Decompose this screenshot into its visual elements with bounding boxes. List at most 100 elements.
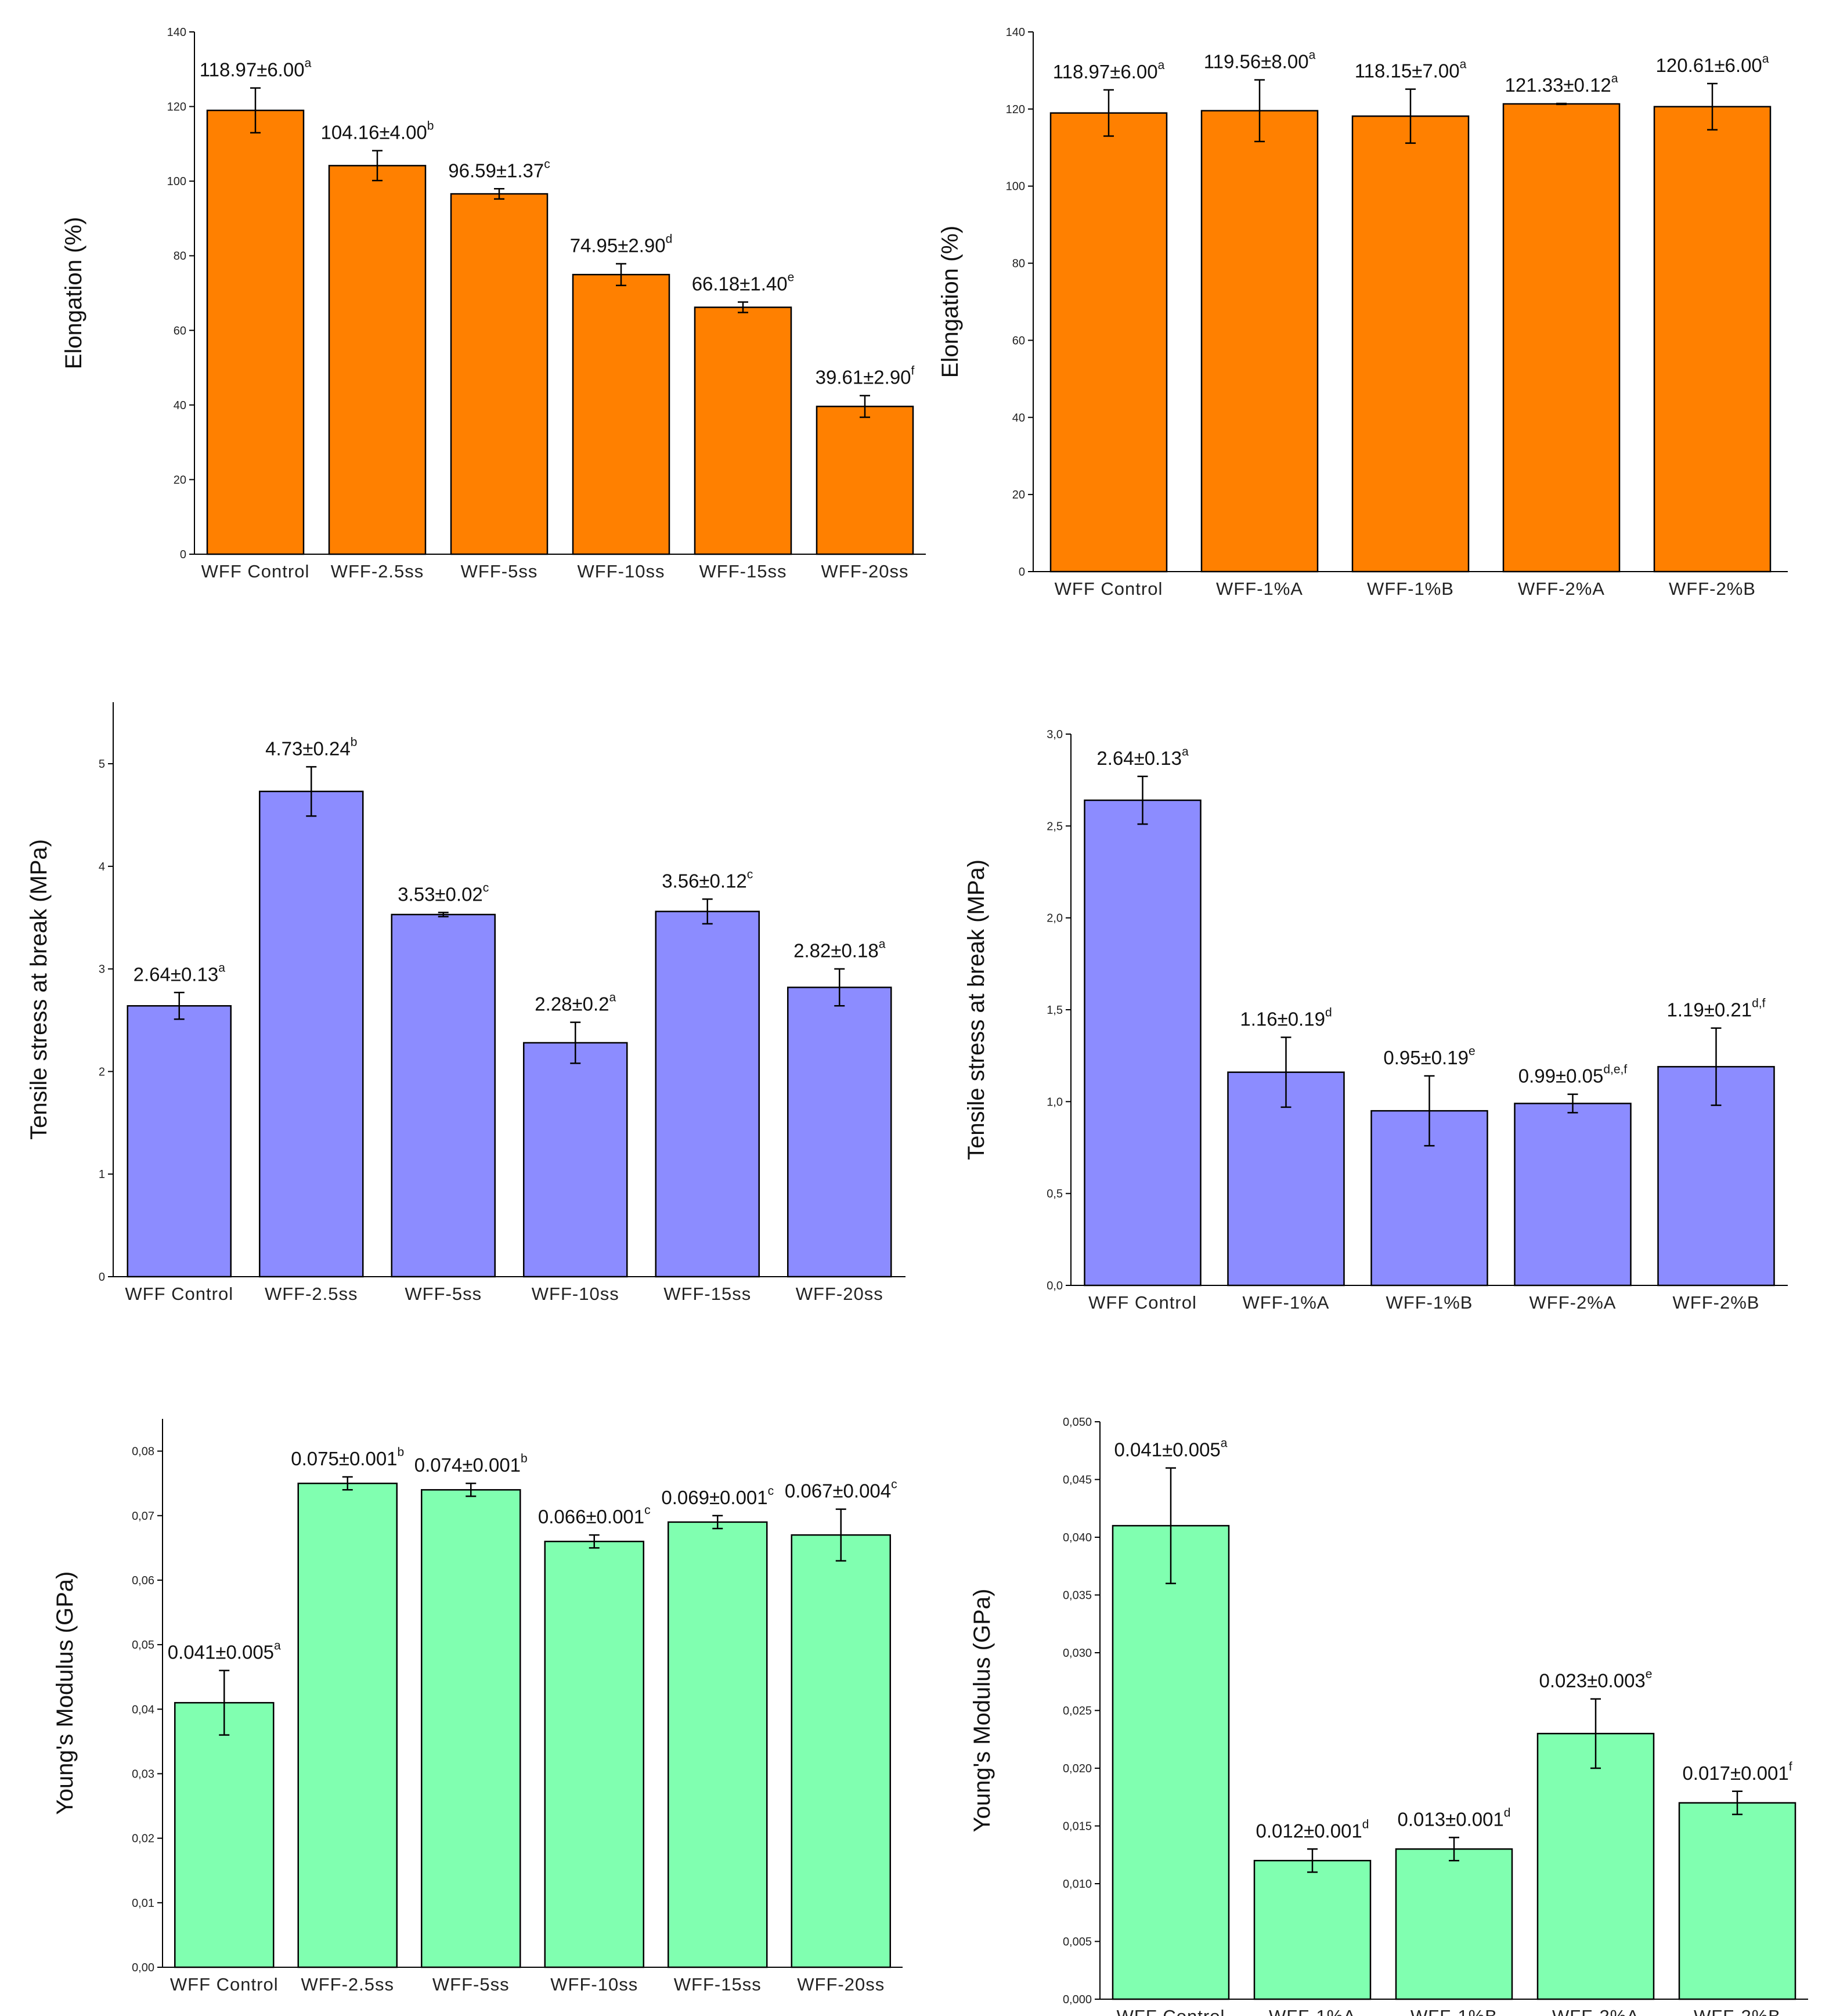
x-tick-label: WFF-2%B <box>1694 2006 1781 2016</box>
bar <box>1049 112 1168 573</box>
y-tick-label: 60 <box>1012 334 1025 347</box>
y-tick-label: 3 <box>99 963 105 976</box>
bar <box>206 109 305 555</box>
data-label: 0.023±0.003e <box>1539 1668 1653 1692</box>
bar <box>1395 1848 1513 2000</box>
x-tick-label: WFF-20ss <box>821 561 909 581</box>
x-tick-label: WFF-1%B <box>1367 579 1454 599</box>
y-tick-label: 0,050 <box>1063 1416 1092 1429</box>
y-tick-label: 0,040 <box>1063 1531 1092 1544</box>
x-tick-label: WFF-2%A <box>1529 1292 1617 1313</box>
bar <box>816 406 914 555</box>
x-tick-label: WFF-20ss <box>796 1284 883 1304</box>
y-tick-label: 100 <box>1006 180 1025 193</box>
data-label: 96.59±1.37c <box>448 157 550 181</box>
data-label: 0.012±0.001d <box>1256 1818 1369 1841</box>
data-label: 0.017±0.001f <box>1682 1760 1792 1784</box>
chart-panel-5: 0,00 0,01 0,02 0,03 0,04 0,05 0,06 0,07 0,08 Youn… <box>52 1419 903 1995</box>
bar <box>1084 799 1202 1287</box>
data-label: 2.82±0.18a <box>793 938 886 962</box>
data-label: 1.19±0.21d,f <box>1667 997 1766 1021</box>
bar <box>791 1534 891 1968</box>
data-label: 0.041±0.005a <box>1114 1437 1228 1461</box>
y-tick-label: 2 <box>99 1065 105 1078</box>
x-tick-label: WFF-10ss <box>550 1974 638 1995</box>
x-tick-label: WFF-5ss <box>405 1284 482 1304</box>
x-tick-label: WFF-2%A <box>1518 579 1605 599</box>
y-tick-label: 0,0 <box>1047 1280 1063 1292</box>
y-tick-label: 0,020 <box>1063 1762 1092 1775</box>
bar <box>450 193 549 555</box>
y-axis-title: Young's Modulus (GPa) <box>969 1589 995 1833</box>
x-tick-label: WFF-10ss <box>578 561 665 581</box>
data-label: 2.64±0.13a <box>1096 745 1189 769</box>
y-tick-label: 0,015 <box>1063 1820 1092 1833</box>
bar <box>544 1540 644 1968</box>
y-tick-label: 0,00 <box>132 1961 154 1974</box>
y-tick-label: 0,000 <box>1063 1993 1092 2006</box>
data-label: 118.15±7.00a <box>1355 58 1467 82</box>
y-tick-label: 0,5 <box>1047 1188 1063 1201</box>
data-label: 3.53±0.02c <box>398 881 489 905</box>
bar <box>1351 115 1470 573</box>
y-tick-label: 0,025 <box>1063 1705 1092 1718</box>
y-tick-label: 4 <box>99 861 105 873</box>
y-tick-label: 3,0 <box>1047 728 1063 741</box>
bar <box>668 1521 768 1968</box>
data-label: 1.16±0.19d <box>1240 1006 1332 1030</box>
x-tick-label: WFF Control <box>201 561 310 581</box>
y-axis-title: Young's Modulus (GPa) <box>52 1571 78 1815</box>
y-axis-title: Elongation (%) <box>937 226 963 378</box>
y-tick-label: 1,5 <box>1047 1004 1063 1017</box>
data-label: 66.18±1.40e <box>692 271 795 295</box>
x-tick-label: WFF-1%A <box>1216 579 1303 599</box>
data-label: 0.95±0.19e <box>1383 1045 1475 1068</box>
chart-panel-6: 0,000 0,005 0,010 0,015 0,020 0,025 0,030 0,035… <box>969 1416 1808 2016</box>
y-tick-label: 100 <box>167 175 186 188</box>
bar <box>421 1489 521 1968</box>
data-label: 2.28±0.2a <box>535 991 616 1015</box>
y-tick-label: 0,04 <box>132 1703 154 1716</box>
x-tick-label: WFF-5ss <box>432 1974 510 1995</box>
chart-panel-2: 0 20 40 60 80 100 120 140 Elongation (%) 118.97±6… <box>937 26 1788 599</box>
bar <box>391 913 496 1278</box>
bar <box>572 273 670 555</box>
bar <box>174 1701 275 1968</box>
data-label: 118.97±6.00a <box>1053 59 1165 82</box>
data-label: 4.73±0.24b <box>265 735 357 759</box>
data-label: 119.56±8.00a <box>1204 49 1316 73</box>
x-tick-label: WFF-20ss <box>797 1974 885 1995</box>
y-tick-label: 20 <box>174 474 186 486</box>
y-tick-label: 5 <box>99 758 105 771</box>
x-tick-label: WFF-1%B <box>1386 1292 1473 1313</box>
y-tick-label: 1,0 <box>1047 1096 1063 1108</box>
x-tick-label: WFF-5ss <box>461 561 538 581</box>
data-label: 0.041±0.005a <box>168 1639 281 1663</box>
y-tick-label: 0,07 <box>132 1510 154 1523</box>
y-tick-label: 0,030 <box>1063 1647 1092 1660</box>
y-tick-label: 40 <box>174 399 186 412</box>
bar <box>1536 1733 1655 2000</box>
y-axis-title: Tensile stress at break (MPa) <box>964 859 989 1160</box>
y-tick-label: 0,045 <box>1063 1474 1092 1487</box>
bar <box>1200 110 1319 573</box>
x-tick-label: WFF-2.5ss <box>331 561 424 581</box>
y-tick-label: 60 <box>174 324 186 337</box>
y-tick-label: 120 <box>1006 103 1025 116</box>
x-tick-label: WFF-10ss <box>532 1284 619 1304</box>
x-tick-label: WFF Control <box>1055 579 1163 599</box>
y-tick-label: 140 <box>167 26 186 39</box>
y-tick-label: 0,02 <box>132 1833 154 1845</box>
bar <box>1678 1802 1796 2000</box>
x-tick-label: WFF-15ss <box>663 1284 751 1304</box>
y-tick-label: 0,06 <box>132 1574 154 1587</box>
bar <box>787 987 892 1278</box>
y-tick-label: 0,08 <box>132 1446 154 1458</box>
data-label: 0.013±0.001d <box>1398 1806 1511 1830</box>
data-label: 104.16±4.00b <box>321 120 434 143</box>
y-tick-label: 0 <box>180 548 186 561</box>
x-tick-label: WFF-1%A <box>1269 2006 1356 2016</box>
y-tick-label: 0,05 <box>132 1639 154 1652</box>
y-tick-label: 0 <box>1019 566 1025 579</box>
